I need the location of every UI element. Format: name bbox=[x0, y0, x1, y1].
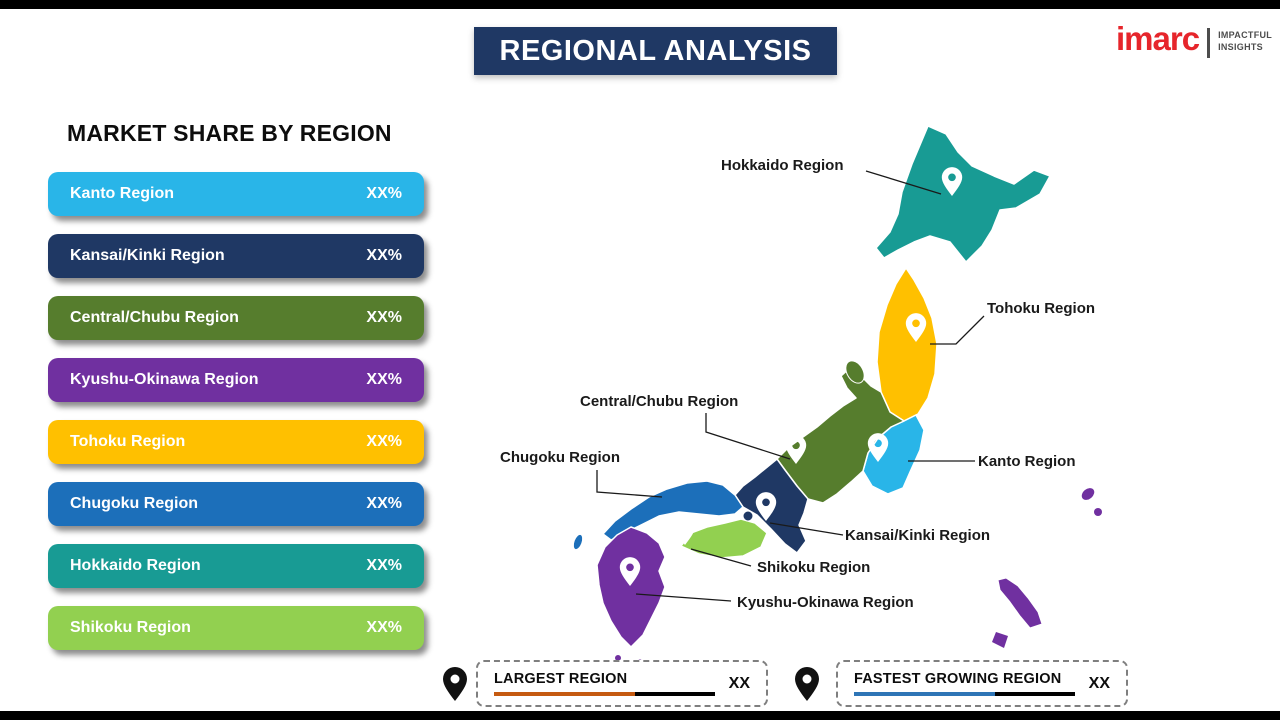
region-value: XX% bbox=[366, 433, 402, 450]
map-label-kansai: Kansai/Kinki Region bbox=[845, 527, 991, 544]
region-label: Hokkaido Region bbox=[70, 557, 201, 574]
logo-tagline-bottom: INSIGHTS bbox=[1218, 41, 1263, 52]
page-title: REGIONAL ANALYSIS bbox=[474, 27, 837, 75]
logo-tagline: IMPACTFUL INSIGHTS bbox=[1218, 30, 1272, 53]
fastest-region-box: FASTEST GROWING REGION XX bbox=[836, 660, 1128, 707]
map-island-sado bbox=[845, 360, 865, 384]
share-row-kyushu: Kyushu-Okinawa Region XX% bbox=[48, 358, 424, 402]
map-island-tsushima bbox=[572, 533, 584, 551]
japan-map bbox=[572, 125, 1102, 665]
map-label-kyushu-okinawa: Kyushu-Okinawa Region bbox=[737, 594, 914, 611]
callout-line-chugoku bbox=[596, 470, 663, 498]
largest-region-pin-icon bbox=[443, 667, 467, 701]
region-value: XX% bbox=[366, 185, 402, 202]
region-label: Chugoku Region bbox=[70, 495, 198, 512]
map-island-awaji bbox=[742, 510, 754, 522]
fastest-region-text: FASTEST GROWING REGION bbox=[854, 671, 1075, 696]
share-row-chugoku: Chugoku Region XX% bbox=[48, 482, 424, 526]
logo-divider bbox=[1207, 28, 1211, 58]
share-row-kansai: Kansai/Kinki Region XX% bbox=[48, 234, 424, 278]
callout-line-tohoku bbox=[930, 315, 985, 345]
map-label-shikoku: Shikoku Region bbox=[757, 559, 871, 576]
map-label-tohoku: Tohoku Region bbox=[987, 300, 1096, 317]
share-row-kanto: Kanto Region XX% bbox=[48, 172, 424, 216]
largest-region-underline-black bbox=[635, 692, 715, 696]
fastest-region-underline-black bbox=[995, 692, 1075, 696]
largest-region-underline bbox=[494, 692, 715, 696]
largest-region-box: LARGEST REGION XX bbox=[476, 660, 768, 707]
share-row-hokkaido: Hokkaido Region XX% bbox=[48, 544, 424, 588]
fastest-region-value: XX bbox=[1088, 674, 1110, 692]
map-island-south-kyushu-1 bbox=[615, 655, 621, 661]
share-row-shikoku: Shikoku Region XX% bbox=[48, 606, 424, 650]
region-label: Kanto Region bbox=[70, 185, 174, 202]
map-island-okinawa-2 bbox=[1094, 508, 1102, 516]
imarc-logo: imarc IMPACTFUL INSIGHTS bbox=[1116, 20, 1272, 58]
share-row-tohoku: Tohoku Region XX% bbox=[48, 420, 424, 464]
map-region-shikoku bbox=[680, 518, 768, 559]
top-black-strip bbox=[0, 0, 1280, 9]
map-label-central-chubu: Central/Chubu Region bbox=[580, 393, 739, 410]
region-label: Tohoku Region bbox=[70, 433, 186, 450]
region-value: XX% bbox=[366, 495, 402, 512]
callout-lines bbox=[596, 170, 985, 602]
callout-line-kyushu bbox=[635, 593, 732, 602]
map-region-hokkaido bbox=[875, 125, 1051, 263]
callout-line-hokkaido bbox=[865, 170, 942, 195]
map-label-kanto: Kanto Region bbox=[978, 453, 1076, 470]
region-value: XX% bbox=[366, 309, 402, 326]
region-value: XX% bbox=[366, 619, 402, 636]
share-row-chubu: Central/Chubu Region XX% bbox=[48, 296, 424, 340]
region-label: Kyushu-Okinawa Region bbox=[70, 371, 259, 388]
map-island-okinawa-1 bbox=[1081, 488, 1095, 500]
map-label-chugoku: Chugoku Region bbox=[500, 449, 620, 466]
region-label: Central/Chubu Region bbox=[70, 309, 239, 326]
map-region-kyushu bbox=[596, 526, 666, 648]
largest-region-value: XX bbox=[728, 674, 750, 692]
market-share-heading: MARKET SHARE BY REGION bbox=[67, 120, 392, 146]
map-island-okinawa-3 bbox=[992, 632, 1008, 648]
region-value: XX% bbox=[366, 247, 402, 264]
fastest-region-label: FASTEST GROWING REGION bbox=[854, 671, 1062, 687]
callout-line-shikoku bbox=[690, 548, 752, 567]
largest-region-label: LARGEST REGION bbox=[494, 671, 628, 687]
region-label: Shikoku Region bbox=[70, 619, 191, 636]
imarc-logo-wordmark: imarc bbox=[1116, 20, 1200, 57]
map-pin-okinawa bbox=[1005, 549, 1027, 578]
largest-region-text: LARGEST REGION bbox=[494, 671, 715, 696]
map-label-hokkaido: Hokkaido Region bbox=[721, 157, 844, 174]
callout-line-central-chubu bbox=[705, 413, 791, 460]
map-island-okinawa-main bbox=[997, 577, 1043, 629]
bottom-black-strip bbox=[0, 711, 1280, 720]
region-value: XX% bbox=[366, 371, 402, 388]
region-label: Kansai/Kinki Region bbox=[70, 247, 225, 264]
callout-line-kansai bbox=[769, 522, 844, 536]
logo-tagline-top: IMPACTFUL bbox=[1218, 30, 1273, 40]
region-value: XX% bbox=[366, 557, 402, 574]
market-share-list: Kanto Region XX% Kansai/Kinki Region XX%… bbox=[48, 172, 424, 650]
fastest-region-underline bbox=[854, 692, 1075, 696]
fastest-region-underline-color bbox=[854, 692, 996, 696]
fastest-region-pin-icon bbox=[795, 667, 819, 701]
map-region-tohoku bbox=[876, 267, 938, 422]
largest-region-underline-color bbox=[494, 692, 636, 696]
